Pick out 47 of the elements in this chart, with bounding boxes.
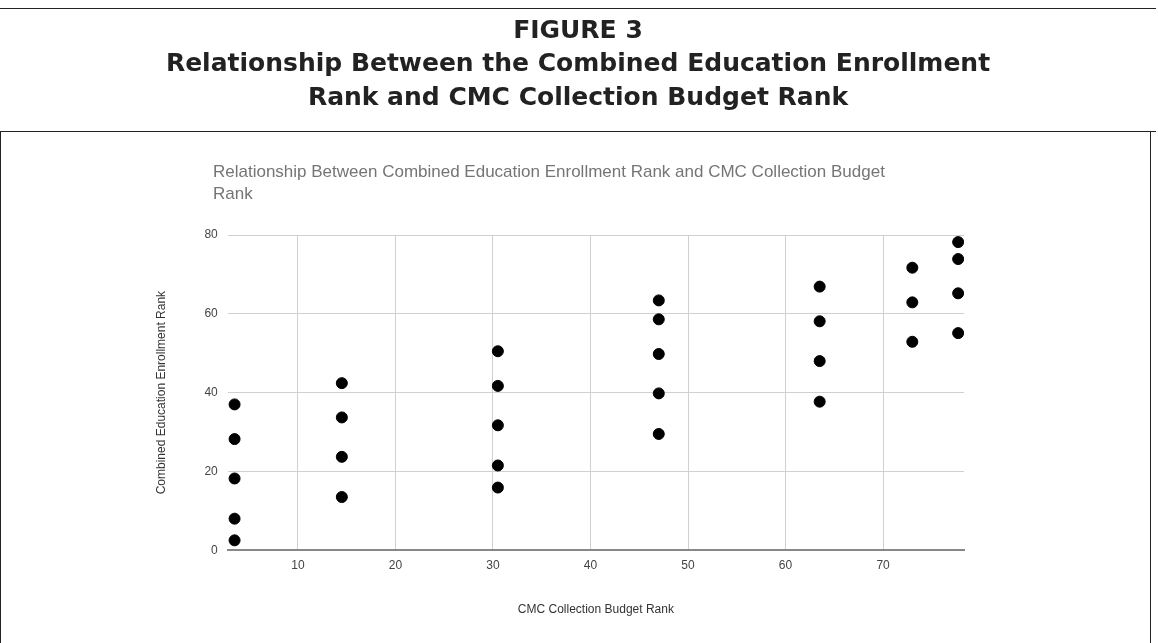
y-tick-label: 0 <box>211 542 219 557</box>
point <box>491 481 504 494</box>
point <box>652 294 665 307</box>
point <box>228 534 241 547</box>
point <box>906 261 919 274</box>
y-tick-label: 20 <box>204 463 219 478</box>
point <box>652 427 665 440</box>
chart-subtitle: Relationship Between the Combined Education Enrollment Rank and CMC Collection Budget Rank <box>164 47 992 113</box>
point <box>491 459 504 472</box>
x-tick-label: 10 <box>291 557 305 572</box>
point <box>906 335 919 348</box>
point <box>228 398 241 411</box>
y-tick-label: 80 <box>204 227 219 242</box>
point <box>952 236 964 249</box>
point <box>952 287 964 300</box>
point <box>952 327 964 340</box>
point <box>952 253 964 266</box>
point <box>335 491 348 504</box>
point <box>491 345 504 358</box>
text: Relationship Between Combined Education Enrollment Rank and CMC Collection Budget Rank <box>213 161 886 205</box>
point <box>652 347 665 360</box>
point <box>491 379 504 392</box>
point <box>906 296 919 309</box>
x-tick-label: 30 <box>486 557 500 572</box>
chart-title: FIGURE 3 <box>512 15 644 44</box>
x-axis-title: CMC Collection Budget Rank <box>517 602 675 617</box>
x-tick-label: 70 <box>876 557 891 572</box>
point <box>335 411 348 424</box>
point <box>652 313 665 326</box>
x-tick-label: 40 <box>583 557 598 572</box>
y-tick-label: 40 <box>204 384 219 399</box>
point <box>335 450 348 463</box>
point <box>813 315 826 328</box>
point <box>228 433 241 446</box>
x-tick-label: 20 <box>388 557 403 572</box>
y-axis-title: Combined Education Enrollment Rank <box>153 289 168 495</box>
point <box>813 355 826 368</box>
point <box>491 419 504 432</box>
point <box>228 472 241 485</box>
x-tick-label: 60 <box>778 557 793 572</box>
point <box>228 512 241 525</box>
point <box>335 377 348 390</box>
point <box>652 387 665 400</box>
x-tick-label: 50 <box>681 557 696 572</box>
point <box>813 395 826 408</box>
y-tick-label: 60 <box>204 306 219 321</box>
point <box>813 280 826 293</box>
